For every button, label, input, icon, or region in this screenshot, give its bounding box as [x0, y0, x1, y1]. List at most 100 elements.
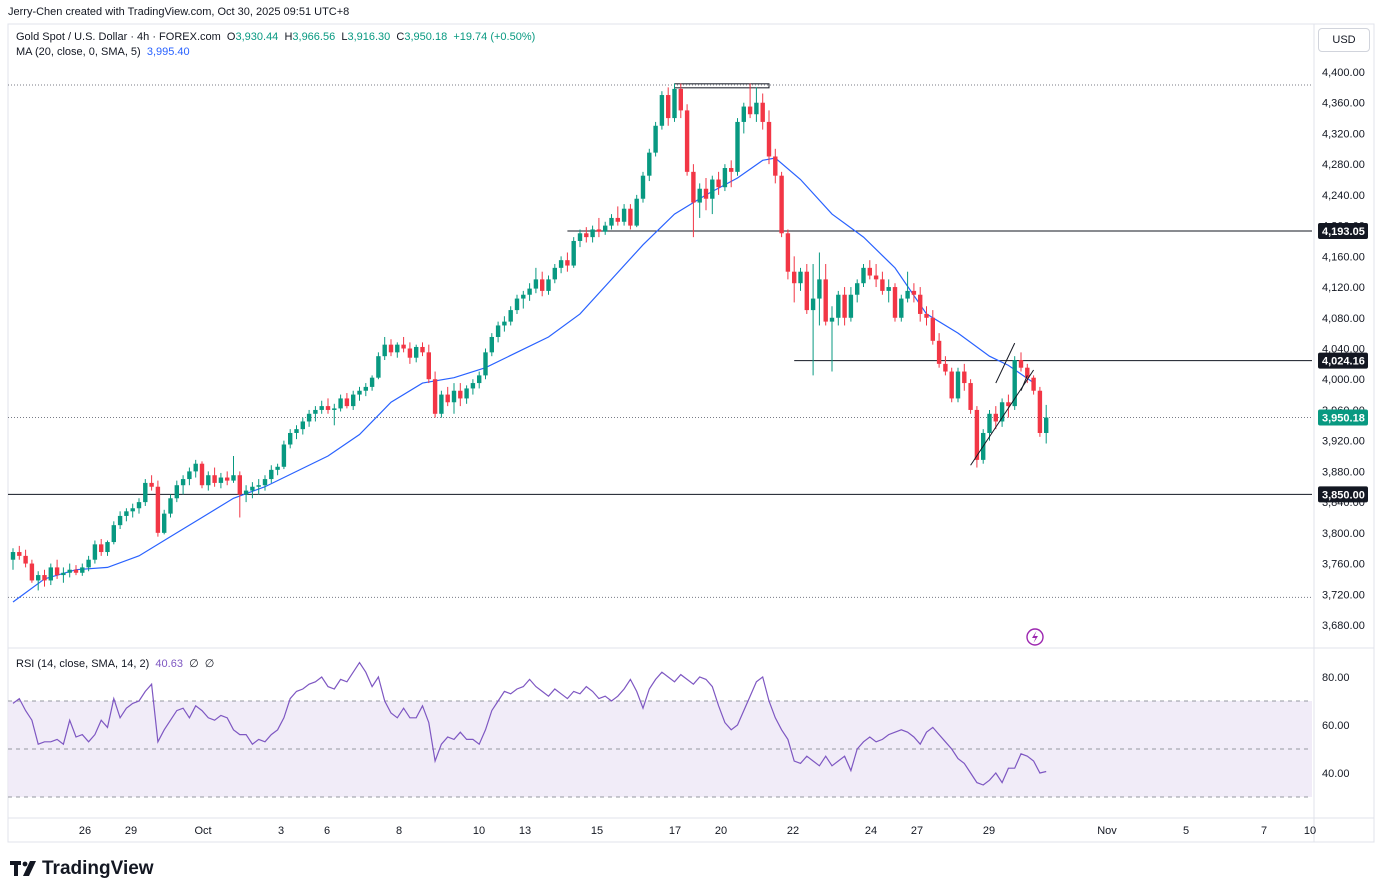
candle-body — [332, 408, 337, 410]
candle-body — [231, 475, 236, 481]
candle-body — [420, 346, 425, 353]
candle-body — [407, 348, 413, 358]
rsi-legend[interactable]: RSI (14, close, SMA, 14, 2) 40.63 ∅ ∅ — [16, 657, 214, 670]
time-tick-label: 6 — [324, 825, 330, 837]
candle-body — [237, 475, 242, 495]
candle-body — [527, 288, 532, 295]
candle-body — [798, 271, 803, 284]
candle-body — [621, 208, 627, 222]
rsi-label[interactable]: RSI (14, close, SMA, 14, 2) — [16, 658, 150, 670]
candle-body — [880, 279, 885, 291]
time-tick-label: 24 — [865, 825, 877, 837]
top-rectangle — [674, 83, 770, 89]
rsi-line — [12, 661, 1047, 786]
price-tick-label: 4,240.00 — [1322, 190, 1365, 202]
rsi-value: 40.63 — [155, 658, 183, 670]
candle-body — [483, 352, 488, 376]
candle-body — [363, 386, 368, 391]
ma-legend[interactable]: MA (20, close, 0, SMA, 5) 3,995.40 — [16, 46, 190, 58]
time-tick-label: Nov — [1097, 825, 1117, 837]
rsi-extra-1: ∅ — [189, 658, 199, 670]
candle-body — [495, 325, 501, 337]
time-tick-label: 22 — [787, 825, 799, 837]
time-tick-label: Oct — [194, 825, 211, 837]
candle-body — [288, 432, 293, 445]
candle-body — [439, 394, 444, 414]
candle-body — [729, 168, 734, 172]
candle-body — [23, 555, 28, 564]
candle-body — [136, 502, 142, 509]
candle-body — [577, 233, 583, 241]
currency-button[interactable]: USD — [1318, 28, 1370, 52]
candle-body — [590, 229, 595, 238]
candle-body — [867, 267, 872, 276]
price-label-text: 3,950.18 — [1322, 412, 1365, 424]
candle-body — [905, 290, 910, 299]
candle-body — [659, 95, 665, 126]
price-label-text: 4,024.16 — [1322, 356, 1365, 368]
tradingview-brand[interactable]: TradingView — [10, 858, 154, 880]
candle-body — [225, 477, 230, 481]
time-tick-label: 20 — [715, 825, 727, 837]
rsi-tick-label: 80.00 — [1322, 672, 1350, 684]
author-credit: Jerry-Chen created with TradingView.com,… — [8, 6, 350, 18]
candle-body — [640, 175, 646, 199]
candle-body — [111, 525, 116, 543]
ma-value: 3,995.40 — [146, 46, 190, 58]
price-tick-label: 3,680.00 — [1322, 620, 1365, 632]
candle-body — [168, 498, 173, 514]
candle-body — [67, 569, 72, 573]
candle-body — [829, 317, 835, 322]
candle-body — [949, 371, 954, 399]
candle-body — [206, 475, 211, 486]
candle-body — [993, 413, 998, 422]
candle-body — [697, 188, 702, 203]
candle-body — [243, 490, 249, 495]
candle-body — [552, 267, 557, 280]
candle-body — [634, 198, 639, 226]
candle-body — [306, 413, 312, 422]
price-tick-label: 4,320.00 — [1322, 128, 1365, 140]
price-tick-label: 4,040.00 — [1322, 344, 1365, 356]
price-tick-label: 3,920.00 — [1322, 436, 1365, 448]
candle-body — [672, 88, 677, 119]
price-tick-label: 4,280.00 — [1322, 159, 1365, 171]
candle-body — [710, 179, 715, 199]
candle-body — [943, 363, 948, 372]
price-chart[interactable]: 3,680.003,720.003,760.003,800.003,840.00… — [0, 0, 1382, 856]
low-value: 3,916.30 — [347, 31, 391, 43]
candle-body — [351, 394, 356, 407]
candle-body — [388, 344, 394, 353]
candle-body — [703, 188, 709, 199]
candle-body — [489, 336, 494, 353]
candle-body — [886, 287, 891, 291]
candle-body — [955, 371, 961, 399]
candle-body — [1018, 360, 1024, 368]
candle-body — [54, 567, 60, 576]
candle-body — [962, 371, 967, 384]
candle-body — [382, 344, 387, 357]
candle-body — [477, 375, 482, 384]
candle-body — [300, 421, 305, 430]
candle-body — [212, 475, 217, 483]
lightning-icon-glyph — [1032, 631, 1038, 643]
candle-body — [584, 233, 589, 238]
channel-line-upper — [995, 342, 1016, 384]
close-label: C — [396, 31, 405, 43]
candle-body — [199, 463, 205, 486]
candle-body — [546, 279, 551, 291]
price-label-bg — [1318, 352, 1368, 369]
symbol-title[interactable]: Gold Spot / U.S. Dollar · 4h · FOREX.com — [16, 31, 221, 43]
price-label-bg — [1318, 409, 1368, 426]
candle-body — [42, 575, 47, 581]
candle-body — [117, 515, 123, 526]
time-tick-label: 29 — [983, 825, 995, 837]
ma-label[interactable]: MA (20, close, 0, SMA, 5) — [16, 46, 141, 58]
time-tick-label: 10 — [473, 825, 485, 837]
candle-body — [162, 513, 167, 533]
price-label-text: 3,850.00 — [1322, 489, 1365, 501]
candle-body — [357, 390, 362, 395]
candle-body — [155, 486, 161, 533]
symbol-legend[interactable]: Gold Spot / U.S. Dollar · 4h · FOREX.com… — [16, 31, 535, 43]
candle-body — [804, 271, 809, 311]
